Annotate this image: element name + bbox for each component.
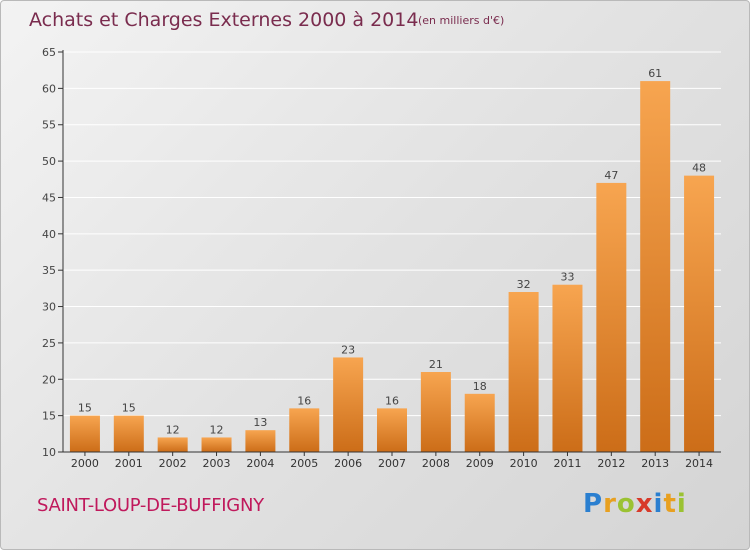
x-tick-label: 2008: [422, 457, 450, 470]
logo-letter: i: [676, 489, 687, 519]
bar: [201, 437, 232, 452]
bar: [640, 81, 671, 452]
y-tick-label: 60: [42, 82, 56, 95]
bar: [333, 357, 364, 452]
x-tick-label: 2006: [334, 457, 362, 470]
bar-value-label: 61: [648, 67, 662, 80]
y-tick-label: 20: [42, 373, 56, 386]
bar-value-label: 13: [253, 416, 267, 429]
x-tick-label: 2010: [510, 457, 538, 470]
bar: [552, 284, 583, 452]
bar: [69, 415, 100, 452]
x-tick-label: 2009: [466, 457, 494, 470]
x-tick-label: 2014: [685, 457, 713, 470]
x-tick-label: 2012: [597, 457, 625, 470]
bar-value-label: 33: [560, 271, 574, 284]
bar: [289, 408, 320, 452]
logo-letter: x: [635, 489, 654, 519]
x-tick-label: 2005: [290, 457, 318, 470]
bar-value-label: 16: [385, 394, 399, 407]
x-tick-label: 2003: [203, 457, 231, 470]
y-tick-label: 40: [42, 228, 56, 241]
bar: [684, 175, 715, 453]
x-tick-label: 2013: [641, 457, 669, 470]
bar-value-label: 12: [210, 423, 224, 436]
y-tick-label: 15: [42, 410, 56, 423]
x-tick-label: 2004: [246, 457, 274, 470]
y-tick-label: 35: [42, 264, 56, 277]
bars: 15 15 12 12 13 16 23 16 21 18 32 33 47 61 48: [69, 67, 715, 453]
bar: [245, 430, 276, 452]
bar-value-label: 48: [692, 162, 706, 175]
logo-letter: i: [653, 489, 664, 519]
bar: [508, 292, 539, 452]
bar-value-label: 15: [122, 402, 136, 415]
bar-value-label: 32: [517, 278, 531, 291]
proxiti-logo: Proxiti: [583, 489, 687, 519]
y-tick-label: 50: [42, 155, 56, 168]
bar-value-label: 21: [429, 358, 443, 371]
bar-value-label: 16: [297, 394, 311, 407]
x-tick-label: 2000: [71, 457, 99, 470]
bar: [113, 415, 144, 452]
bar-value-label: 12: [166, 423, 180, 436]
bar-value-label: 47: [604, 169, 618, 182]
chart-title: Achats et Charges Externes 2000 à 2014: [29, 9, 419, 31]
y-tick-label: 10: [42, 446, 56, 459]
bar-value-label: 18: [473, 380, 487, 393]
logo-letter: r: [603, 489, 617, 519]
y-tick-label: 30: [42, 301, 56, 314]
bar: [420, 372, 451, 452]
logo-letter: P: [583, 489, 604, 519]
x-tick-label: 2007: [378, 457, 406, 470]
y-tick-label: 45: [42, 191, 56, 204]
bar: [464, 393, 495, 452]
y-tick-label: 65: [42, 46, 56, 59]
bar: [596, 182, 627, 452]
bar-value-label: 23: [341, 343, 355, 356]
chart-subtitle: (en milliers d'€): [418, 14, 505, 27]
x-tick-label: 2002: [159, 457, 187, 470]
x-tick-label: 2001: [115, 457, 143, 470]
commune-name: SAINT-LOUP-DE-BUFFIGNY: [37, 495, 264, 516]
bar: [377, 408, 407, 452]
logo-letter: o: [616, 489, 636, 519]
y-tick-label: 25: [42, 337, 56, 350]
y-tick-label: 55: [42, 119, 56, 132]
x-tick-label: 2011: [553, 457, 581, 470]
axes: 10 15 20 25 30 35 40 45 50 55 60 65 2000 2001 2002 2003…: [42, 46, 721, 470]
bar: [157, 437, 188, 452]
bar-value-label: 15: [78, 402, 92, 415]
logo-letter: t: [663, 489, 677, 519]
